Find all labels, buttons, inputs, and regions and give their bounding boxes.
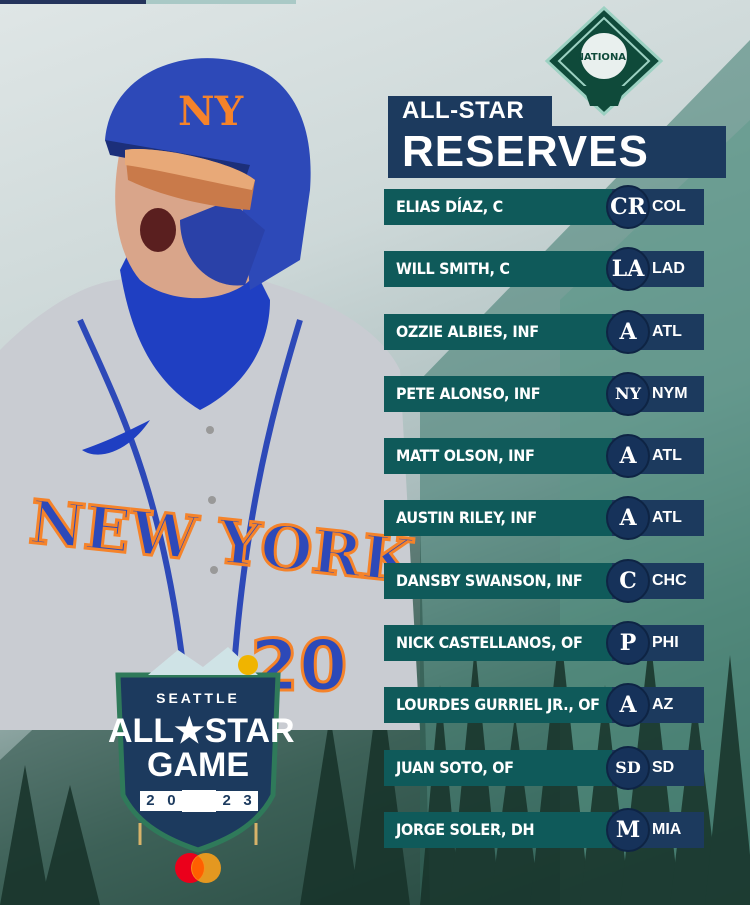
marlins-logo-icon: M [606,807,650,852]
asg-year: 2 0 2 3 [140,790,259,812]
team-abbr: AZ [652,696,674,714]
asg-city: SEATTLE [156,690,240,706]
mlb-logo-icon [181,790,217,812]
svg-text:NY: NY [178,88,244,135]
cubs-logo-icon: C [606,558,650,603]
braves-logo-icon: A [606,434,650,479]
phillies-logo-icon: P [606,621,650,666]
dodgers-logo-icon: LA [606,247,650,292]
player-name: WILL SMITH, C [384,251,612,288]
roster-row: JORGE SOLER, DH M MIA [384,807,704,852]
team-abbr: COL [652,198,686,215]
player-name: AUSTIN RILEY, INF [384,500,612,537]
year-digit: 0 [160,791,182,811]
roster-row: NICK CASTELLANOS, OF P PHI [384,621,704,666]
jersey-number: 20 [250,625,347,707]
team-abbr: CHC [652,571,687,589]
player-illustration: NY NEW YORK 20 [0,58,421,730]
player-name: ELIAS DÍAZ, C [384,189,612,225]
roster-row: ELIAS DÍAZ, C CR COL [384,185,704,229]
national-league-logo: NATIONAL [544,6,664,116]
roster-row: LOURDES GURRIEL JR., OF A AZ [384,683,704,728]
year-digit: 2 [140,791,161,811]
page-title: RESERVES [388,126,726,178]
player-name: JUAN SOTO, OF [384,749,612,786]
asg-title-line2: GAME [147,746,249,784]
roster-row: WILL SMITH, C LA LAD [384,247,704,292]
year-digit: 2 [216,791,238,811]
roster-row: DANSBY SWANSON, INF C CHC [384,558,704,603]
player-name: OZZIE ALBIES, INF [384,313,612,350]
team-abbr: SD [652,758,675,776]
diamondbacks-logo-icon: A [606,683,650,728]
team-abbr: MIA [652,820,682,838]
team-abbr: ATL [652,322,682,340]
roster-row: MATT OLSON, INF A ATL [384,434,704,479]
team-abbr: ATL [652,447,682,465]
braves-logo-icon: A [606,309,650,354]
roster-row: AUSTIN RILEY, INF A ATL [384,496,704,541]
player-name: MATT OLSON, INF [384,438,612,475]
braves-logo-icon: A [606,496,650,541]
team-abbr: PHI [652,634,679,652]
roster-row: OZZIE ALBIES, INF A ATL [384,309,704,354]
padres-logo-icon: SD [606,745,650,790]
player-name: LOURDES GURRIEL JR., OF [384,687,612,724]
player-name: DANSBY SWANSON, INF [384,562,612,599]
team-abbr: LAD [652,260,685,278]
player-name: PETE ALONSO, INF [384,375,612,412]
mets-logo-icon: NY [606,371,650,416]
rockies-logo-icon: CR [606,185,650,229]
title-line-1: ALL-STAR [388,96,552,126]
top-progress-bar-accent [146,0,296,4]
asg-title-line1: ALL★STAR [108,712,295,750]
top-progress-bar [0,0,220,4]
roster-list: ELIAS DÍAZ, C CR COL WILL SMITH, C LA LA… [384,185,704,872]
year-digit: 3 [237,791,259,811]
roster-row: JUAN SOTO, OF SD SD [384,745,704,790]
svg-text:NATIONAL: NATIONAL [576,52,633,63]
player-name: JORGE SOLER, DH [384,811,612,848]
team-abbr: NYM [652,384,688,402]
player-name: NICK CASTELLANOS, OF [384,625,612,662]
team-abbr: ATL [652,509,682,527]
roster-row: PETE ALONSO, INF NY NYM [384,371,704,416]
mastercard-logo-icon [175,853,221,883]
